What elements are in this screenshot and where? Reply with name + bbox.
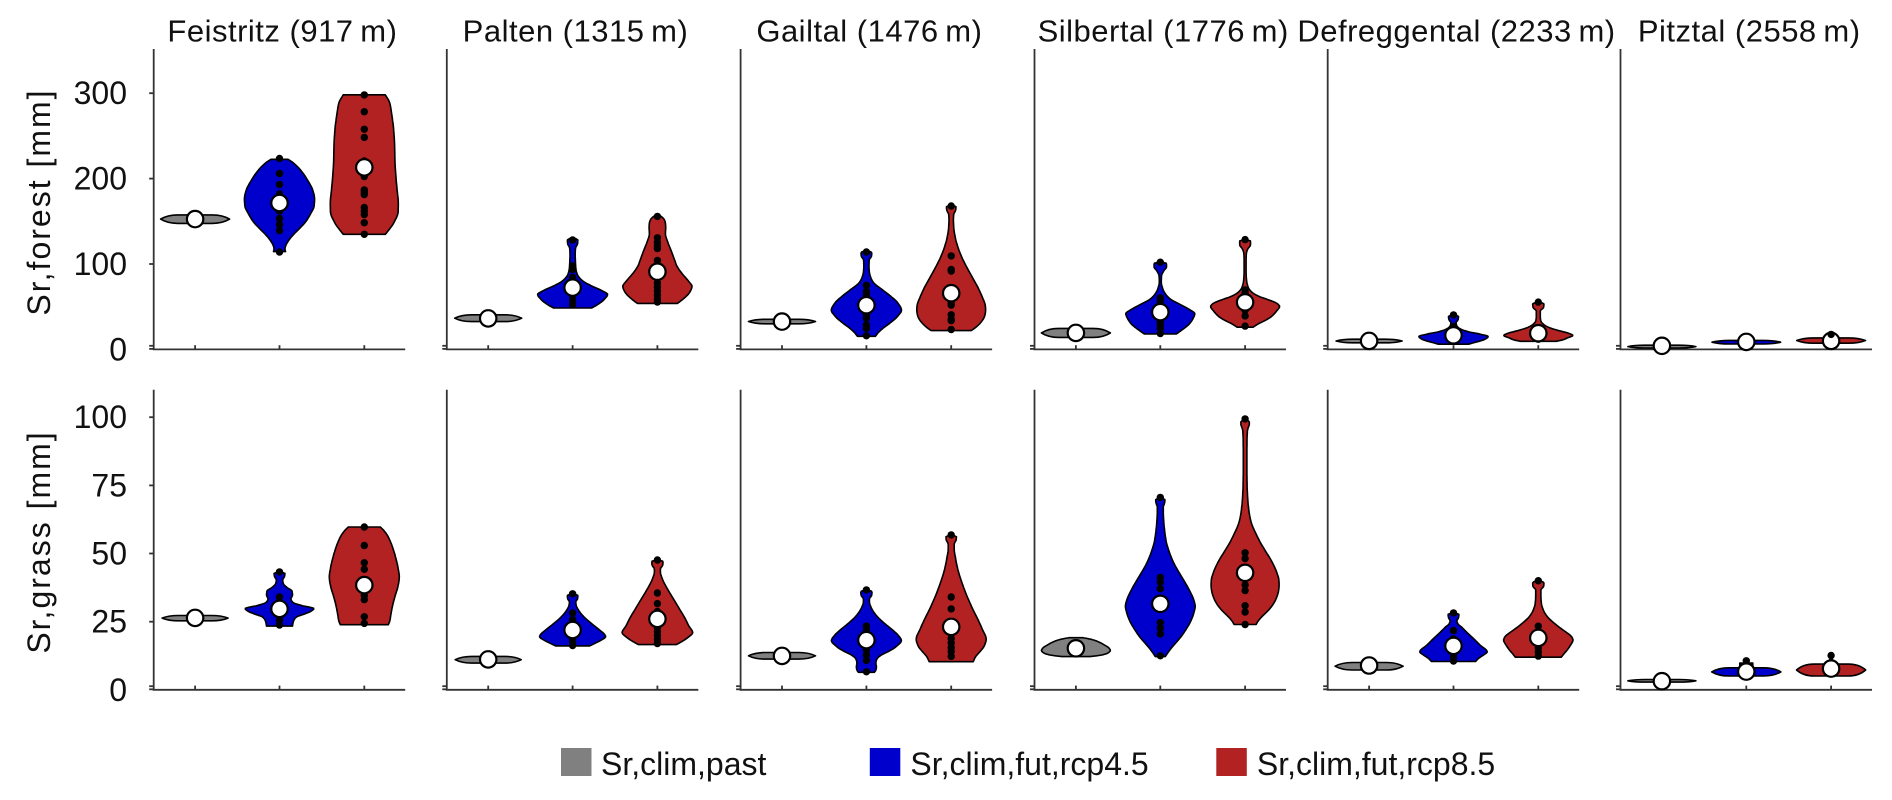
svg-text:Sr,clim,past: Sr,clim,past <box>601 746 766 782</box>
svg-text:300: 300 <box>74 75 127 111</box>
svg-text:Gailtal (1476 m): Gailtal (1476 m) <box>756 14 982 49</box>
svg-text:0: 0 <box>109 672 127 708</box>
svg-text:Sr,forest [mm]: Sr,forest [mm] <box>21 88 57 315</box>
svg-text:50: 50 <box>91 536 127 572</box>
svg-text:0: 0 <box>109 331 127 367</box>
svg-text:Silbertal (1776 m): Silbertal (1776 m) <box>1038 14 1289 49</box>
svg-text:100: 100 <box>74 246 127 282</box>
svg-text:Pitztal (2558 m): Pitztal (2558 m) <box>1638 14 1861 49</box>
svg-text:75: 75 <box>91 467 127 503</box>
svg-text:Sr,clim,fut,rcp4.5: Sr,clim,fut,rcp4.5 <box>910 746 1148 782</box>
svg-text:Feistritz (917 m): Feistritz (917 m) <box>167 14 397 49</box>
svg-text:25: 25 <box>91 604 127 640</box>
svg-text:Sr,clim,fut,rcp8.5: Sr,clim,fut,rcp8.5 <box>1257 746 1495 782</box>
svg-text:200: 200 <box>74 161 127 197</box>
svg-text:Defreggental (2233 m): Defreggental (2233 m) <box>1297 14 1615 49</box>
svg-text:Sr,grass [mm]: Sr,grass [mm] <box>21 430 57 653</box>
svg-text:100: 100 <box>74 399 127 435</box>
svg-text:Palten (1315 m): Palten (1315 m) <box>463 14 689 49</box>
